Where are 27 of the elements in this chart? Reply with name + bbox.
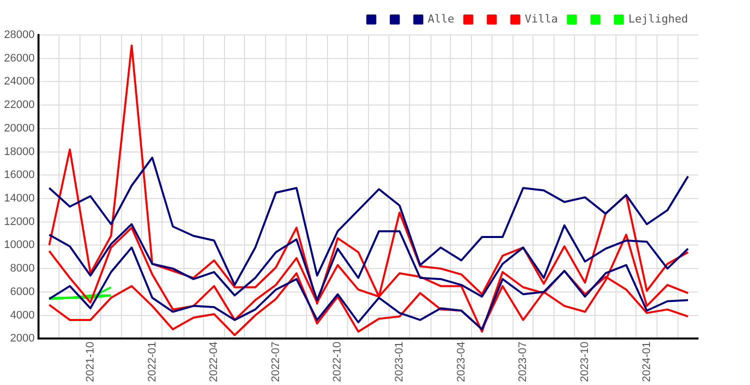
y-tick-label: 8000 <box>10 262 35 275</box>
x-tick-label: 2023-07 <box>517 342 530 382</box>
y-tick-label: 20000 <box>4 122 35 134</box>
x-tick-label: 2023-01 <box>394 342 406 382</box>
x-tick-label: 2022-01 <box>146 342 158 382</box>
x-tick-label: 2023-10 <box>579 342 592 382</box>
y-tick-label: 26000 <box>4 52 35 64</box>
y-tick-label: 22000 <box>4 99 35 112</box>
legend-label: Villa <box>524 12 558 26</box>
y-tick-label: 16000 <box>4 169 35 182</box>
x-tick-label: 2022-07 <box>270 342 282 382</box>
y-tick-label: 12000 <box>4 216 35 228</box>
y-tick-label: 2000 <box>10 332 35 345</box>
y-tick-label: 14000 <box>4 192 35 205</box>
x-tick-label: 2021-10 <box>84 342 96 382</box>
x-tick-label: 2024-01 <box>640 342 653 382</box>
x-tick-label: 2022-10 <box>332 342 344 382</box>
legend-label: Alle <box>428 12 454 26</box>
y-tick-label: 4000 <box>10 309 35 322</box>
y-tick-label: 18000 <box>4 146 35 158</box>
y-tick-label: 24000 <box>4 76 35 88</box>
y-tick-label: 28000 <box>4 29 35 42</box>
legend-label: Lejlighed <box>628 12 688 26</box>
y-tick-label: 6000 <box>10 286 35 298</box>
x-tick-label: 2023-04 <box>455 342 468 382</box>
x-tick-label: 2022-04 <box>208 342 220 382</box>
y-tick-label: 10000 <box>4 239 35 252</box>
